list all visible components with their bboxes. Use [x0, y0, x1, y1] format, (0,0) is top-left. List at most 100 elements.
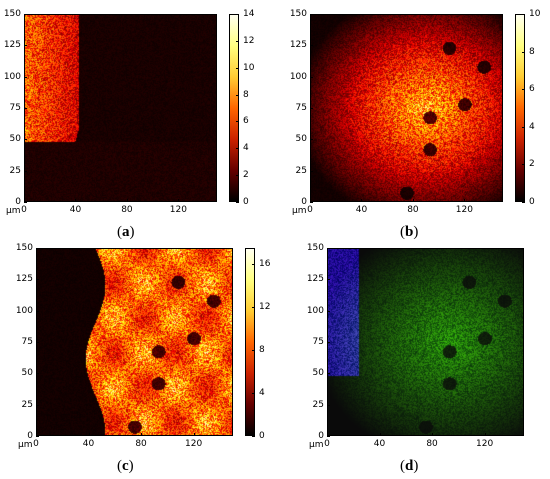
y-tick-mark [24, 202, 27, 203]
colorbar-tick-label: 6 [529, 84, 535, 95]
colorbar-tick-label: 14 [243, 9, 255, 19]
x-tick-label: 80 [135, 439, 147, 449]
x-tick-label: 40 [69, 205, 82, 215]
y-tick-label: 125 [3, 40, 21, 51]
colorbar-tick-label: 8 [529, 46, 535, 57]
x-tick-mark [141, 433, 143, 436]
y-tick-label: 100 [15, 305, 33, 316]
colorbar-tick-label: 0 [259, 431, 265, 441]
colorbar-tick-label: 4 [243, 143, 249, 154]
x-tick-label: 80 [121, 205, 133, 215]
colorbar-tick-mark [522, 89, 525, 91]
x-tick-mark [327, 433, 328, 436]
caption-a: (a) [117, 224, 135, 240]
colorbar-tick-label: 12 [243, 35, 255, 46]
y-tick-label: 75 [21, 337, 33, 347]
x-unit-label: µm [292, 206, 307, 216]
x-tick-mark [24, 199, 25, 202]
colorbar-tick-label: 8 [259, 345, 265, 356]
colorbar-tick-label: 0 [529, 197, 535, 207]
frame-b [310, 14, 503, 202]
y-tick-label: 150 [3, 9, 21, 19]
x-tick-label: 0 [307, 205, 313, 215]
y-tick-label: 0 [15, 197, 21, 207]
y-tick-mark [36, 342, 39, 343]
y-tick-mark [36, 248, 39, 249]
y-tick-mark [24, 170, 27, 172]
x-tick-mark [361, 199, 363, 202]
colorbar-b [515, 14, 525, 202]
colorbar-tick-mark [236, 175, 239, 177]
y-tick-mark [36, 436, 39, 437]
colorbar-tick-mark [522, 164, 525, 166]
x-tick-mark [310, 199, 311, 202]
image-b [310, 14, 503, 202]
x-tick-label: 0 [21, 205, 27, 215]
colorbar-tick-mark [522, 202, 525, 203]
y-tick-mark [327, 373, 330, 375]
colorbar-tick-label: 12 [259, 302, 271, 313]
colorbar-tick-label: 16 [259, 259, 271, 270]
x-tick-mark [36, 433, 37, 436]
caption-c: (c) [117, 458, 134, 474]
colorbar-tick-mark [252, 307, 255, 309]
image-d [327, 248, 524, 436]
x-tick-label: 80 [407, 205, 419, 215]
y-tick-label: 100 [289, 71, 307, 82]
frame-c [36, 248, 233, 436]
y-tick-mark [310, 76, 313, 78]
y-tick-label: 50 [9, 134, 21, 145]
y-tick-label: 50 [21, 368, 33, 379]
colorbar-tick-mark [236, 148, 239, 150]
colorbar-tick-label: 4 [259, 388, 265, 399]
y-tick-mark [310, 202, 313, 203]
colorbar-tick-mark [522, 14, 525, 15]
y-tick-label: 125 [289, 40, 307, 51]
x-tick-mark [464, 199, 466, 202]
y-tick-mark [310, 45, 313, 47]
y-tick-mark [24, 108, 27, 109]
frame-a [24, 14, 217, 202]
colorbar-tick-label: 10 [529, 9, 541, 19]
y-tick-label: 125 [15, 274, 33, 285]
y-tick-label: 100 [3, 71, 21, 82]
x-tick-label: 120 [169, 205, 187, 215]
y-tick-mark [24, 14, 27, 15]
x-tick-label: 40 [355, 205, 368, 215]
y-tick-label: 150 [306, 243, 324, 253]
image-a [24, 14, 217, 202]
y-tick-mark [327, 310, 330, 312]
y-tick-mark [36, 279, 39, 281]
x-tick-label: 40 [82, 439, 95, 449]
colorbar-tick-label: 10 [243, 62, 255, 73]
y-tick-label: 75 [312, 337, 324, 347]
y-tick-label: 50 [312, 368, 324, 379]
y-tick-label: 25 [312, 399, 324, 410]
x-tick-mark [178, 199, 180, 202]
colorbar-tick-mark [236, 40, 239, 42]
x-tick-mark [75, 199, 77, 202]
x-tick-mark [432, 433, 434, 436]
colorbar-a [229, 14, 239, 202]
y-tick-label: 150 [15, 243, 33, 253]
colorbar-tick-mark [236, 67, 239, 69]
y-tick-label: 75 [9, 103, 21, 113]
x-tick-mark [193, 433, 195, 436]
x-tick-mark [126, 199, 128, 202]
y-tick-mark [327, 279, 330, 281]
colorbar-tick-mark [252, 350, 255, 352]
caption-d: (d) [400, 458, 419, 474]
x-tick-label: 120 [455, 205, 473, 215]
y-tick-label: 0 [27, 431, 33, 441]
y-tick-label: 50 [295, 134, 307, 145]
colorbar-tick-label: 8 [243, 89, 249, 100]
colorbar-tick-mark [252, 436, 255, 437]
colorbar-tick-label: 0 [243, 197, 249, 207]
y-tick-label: 150 [289, 9, 307, 19]
colorbar-tick-mark [236, 202, 239, 203]
x-tick-label: 0 [33, 439, 39, 449]
x-tick-label: 80 [426, 439, 438, 449]
colorbar-tick-label: 2 [243, 170, 249, 181]
colorbar-tick-mark [236, 14, 239, 15]
colorbar-tick-label: 6 [243, 116, 249, 127]
